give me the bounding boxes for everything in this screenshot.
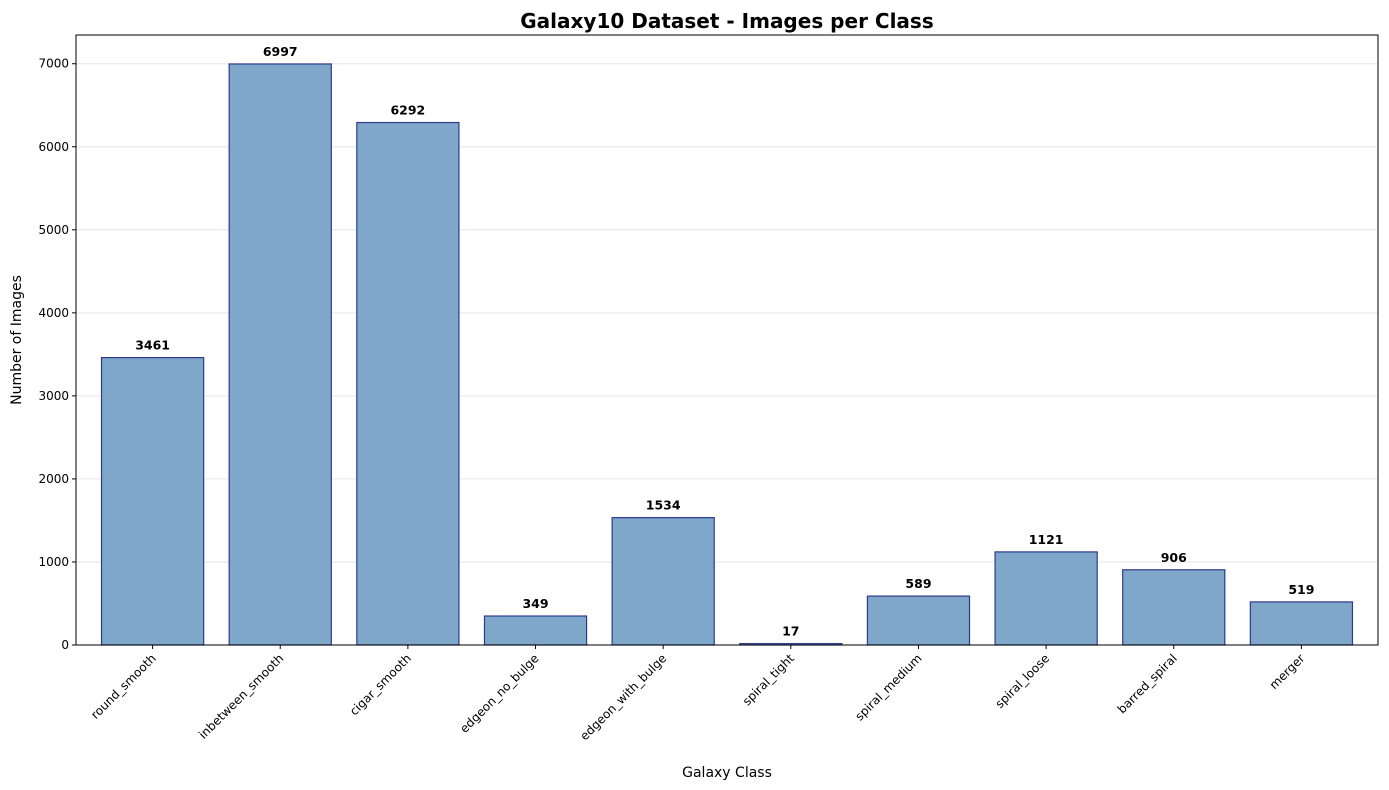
bar-round_smooth: [100, 357, 205, 646]
data-label-cigar_smooth: 6292: [390, 103, 425, 118]
data-labels: 3461 6997 6292 349 1534 17 589 1121 906 519: [135, 44, 1314, 639]
data-label-round_smooth: 3461: [135, 338, 170, 353]
x-axis-label: Galaxy Class: [682, 765, 772, 781]
y-tick-label: 2000: [38, 472, 69, 486]
y-tick-label: 0: [61, 638, 69, 652]
y-tick-label: 6000: [38, 140, 69, 154]
bar-barred_spiral: [1122, 569, 1226, 646]
bar-edgeon_no_bulge: [483, 615, 588, 646]
data-label-spiral_tight: 17: [782, 624, 799, 639]
y-axis-ticks: 0 1000 2000 3000 4000 5000 6000 7000: [38, 57, 76, 652]
bar-merger: [1249, 601, 1354, 646]
data-label-spiral_loose: 1121: [1029, 532, 1064, 547]
data-label-merger: 519: [1288, 582, 1314, 597]
data-label-spiral_medium: 589: [905, 576, 931, 591]
data-label-edgeon_with_bulge: 1534: [646, 498, 681, 513]
data-label-edgeon_no_bulge: 349: [522, 596, 548, 611]
bars: [100, 63, 1354, 646]
data-label-barred_spiral: 906: [1161, 550, 1187, 565]
plot-frame: [75, 34, 1379, 646]
y-tick-label: 3000: [38, 389, 69, 403]
y-tick-label: 7000: [38, 57, 69, 71]
bar-inbetween_smooth: [228, 63, 332, 646]
y-axis-label: Number of Images: [9, 275, 25, 405]
bar-spiral_loose: [994, 551, 1098, 646]
chart-title: Galaxy10 Dataset - Images per Class: [520, 9, 933, 33]
bar-spiral_medium: [866, 595, 971, 646]
bar-cigar_smooth: [356, 121, 460, 646]
y-tick-label: 1000: [38, 555, 69, 569]
y-tick-label: 4000: [38, 306, 69, 320]
bar-edgeon_with_bulge: [611, 517, 715, 646]
y-tick-label: 5000: [38, 223, 69, 237]
data-label-inbetween_smooth: 6997: [263, 44, 298, 59]
